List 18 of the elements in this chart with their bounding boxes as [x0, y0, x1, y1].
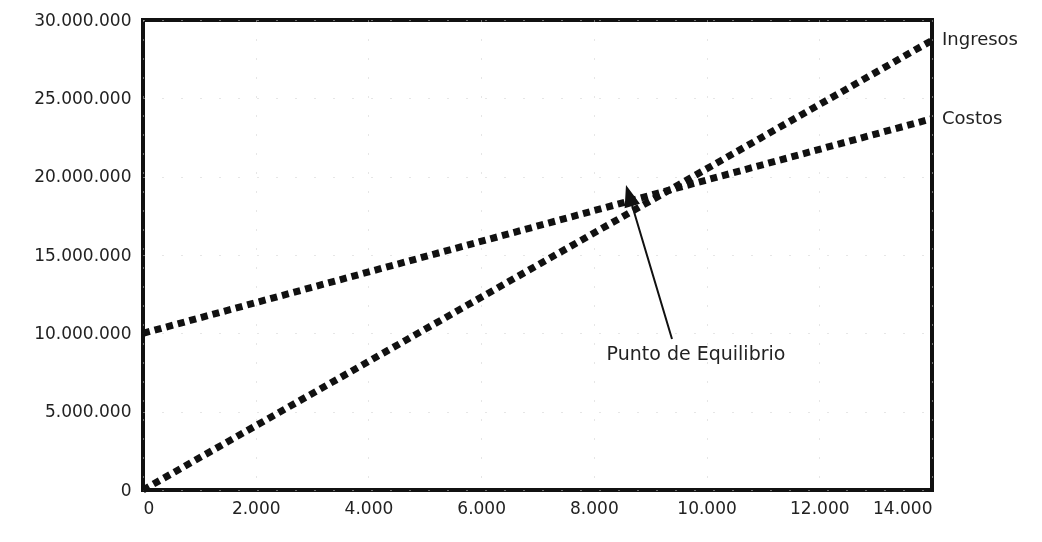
- x-tick-label: 12.000: [790, 497, 850, 518]
- x-tick-label: 0: [143, 497, 155, 518]
- y-tick-label: 25.000.000: [34, 87, 132, 108]
- annotation: Punto de Equilibrio: [606, 342, 786, 364]
- y-tick-label: 20.000.000: [34, 166, 132, 187]
- x-tick-label: 14.000: [873, 497, 933, 518]
- x-tick-label: 10.000: [677, 497, 737, 518]
- y-tick-label: 0: [120, 479, 132, 500]
- series-label: Costos: [942, 106, 1003, 128]
- x-tick-label: 4.000: [344, 497, 394, 518]
- y-tick-label: 5.000.000: [44, 401, 132, 422]
- y-tick-label: 15.000.000: [34, 244, 132, 265]
- x-tick-label: 2.000: [231, 497, 281, 518]
- series-label: Ingresos: [942, 28, 1018, 50]
- x-tick-label: 6.000: [457, 497, 506, 518]
- x-tick-label: 8.000: [570, 497, 619, 518]
- y-tick-label: 30.000.000: [34, 9, 132, 30]
- y-tick-label: 10.000.000: [34, 322, 132, 343]
